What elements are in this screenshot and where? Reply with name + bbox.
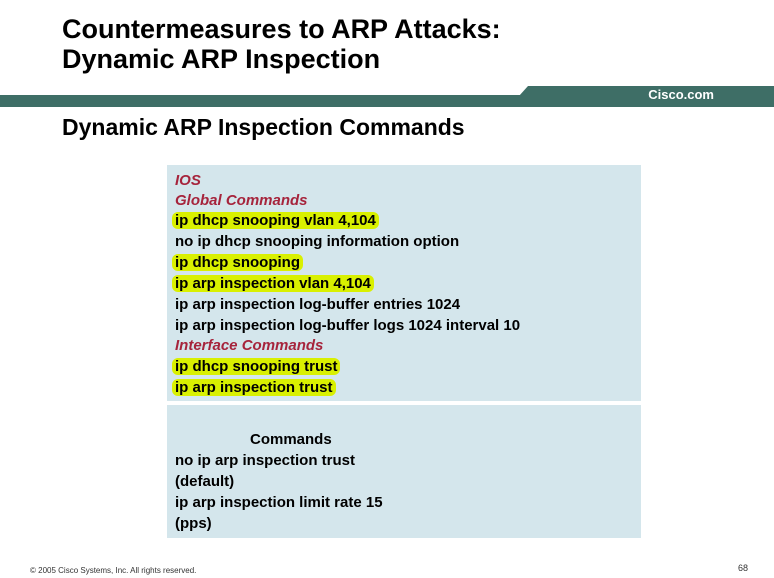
header-bar-tab — [519, 86, 774, 96]
global-commands-heading: Global Commands — [175, 192, 308, 209]
command-line: no ip dhcp snooping information option — [175, 233, 460, 250]
ios-commands-box: IOS Global Commands ip dhcp snooping vla… — [167, 165, 641, 401]
slide-title-line-1: Countermeasures to ARP Attacks: — [62, 14, 501, 44]
page-number: 68 — [737, 563, 748, 573]
section-subtitle: Dynamic ARP Inspection Commands — [62, 114, 465, 140]
slide-title-line-2: Dynamic ARP Inspection — [62, 44, 381, 74]
command-line: (pps) — [175, 515, 212, 532]
default-commands-box: Commands no ip arp inspection trust (def… — [167, 405, 641, 538]
commands-heading: Commands — [250, 431, 332, 448]
copyright-footer: © 2005 Cisco Systems, Inc. All rights re… — [30, 566, 197, 575]
command-line: ip dhcp snooping — [172, 253, 303, 273]
ios-heading: IOS — [175, 172, 201, 189]
command-line: ip arp inspection log-buffer entries 102… — [175, 296, 461, 313]
header-bar — [0, 95, 774, 107]
command-line: ip dhcp snooping vlan 4,104 — [172, 211, 379, 231]
brand-label: Cisco.com — [648, 87, 714, 102]
command-line: ip arp inspection log-buffer logs 1024 i… — [175, 317, 521, 334]
command-line: (default) — [175, 473, 235, 490]
interface-commands-heading: Interface Commands — [175, 337, 324, 354]
command-line: ip arp inspection vlan 4,104 — [172, 274, 374, 294]
command-line: ip arp inspection trust — [172, 378, 336, 398]
command-line: ip dhcp snooping trust — [172, 357, 341, 377]
slide-title: Countermeasures to ARP Attacks: Dynamic … — [62, 14, 501, 74]
command-line: no ip arp inspection trust — [175, 452, 356, 469]
command-line: ip arp inspection limit rate 15 — [175, 494, 383, 511]
